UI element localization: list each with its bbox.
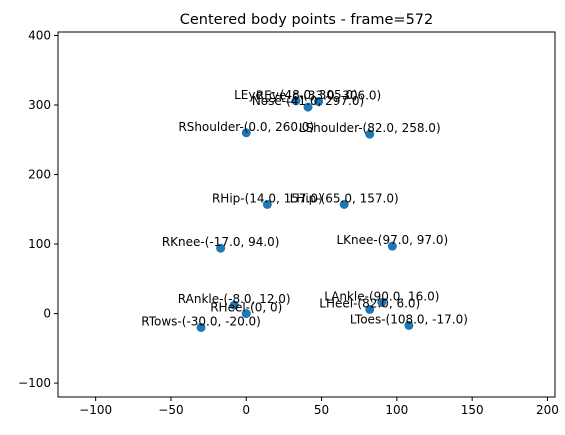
point-annotation: LKnee-(97.0, 97.0) bbox=[337, 233, 449, 247]
point-annotation: RHeel-(0, 0) bbox=[210, 301, 282, 315]
y-tick-label: −100 bbox=[18, 376, 51, 390]
point-annotation: LHip-(65.0, 157.0) bbox=[290, 191, 399, 205]
y-tick-label: 200 bbox=[28, 168, 51, 182]
y-tick-label: 0 bbox=[43, 307, 51, 321]
plot-frame bbox=[57, 31, 556, 398]
point-annotation: RAnkle-(-8.0, 12.0) bbox=[178, 292, 291, 306]
y-tick-label: 100 bbox=[28, 237, 51, 251]
plot-area: LEye_c-(48.0, 305.0)REye_c-(33.0, 306.0)… bbox=[141, 88, 468, 332]
data-point bbox=[387, 241, 397, 251]
data-point bbox=[216, 243, 226, 253]
x-tick-label: −50 bbox=[158, 403, 183, 417]
point-annotation: Nose-(41.0, 297.0) bbox=[252, 94, 364, 108]
point-annotation: LShoulder-(82.0, 258.0) bbox=[299, 121, 441, 135]
data-point bbox=[339, 199, 349, 209]
x-tick-label: 0 bbox=[242, 403, 250, 417]
point-annotation: LHeel-(82.0, 6.0) bbox=[319, 296, 420, 310]
x-tick-label: −100 bbox=[79, 403, 112, 417]
data-point bbox=[365, 129, 375, 139]
point-annotation: RKnee-(-17.0, 94.0) bbox=[162, 235, 280, 249]
data-point bbox=[365, 304, 375, 314]
point-annotation: REye_c-(33.0, 306.0) bbox=[256, 89, 381, 103]
point-annotation: RShoulder-(0.0, 260.0) bbox=[178, 120, 314, 134]
y-tick-label: 400 bbox=[28, 28, 51, 42]
data-point bbox=[229, 300, 239, 310]
data-point bbox=[314, 97, 324, 107]
data-point bbox=[241, 128, 251, 138]
x-tick-label: 100 bbox=[385, 403, 408, 417]
data-point bbox=[303, 102, 313, 112]
point-annotation: LEye_c-(48.0, 305.0) bbox=[234, 88, 358, 102]
data-point bbox=[291, 96, 301, 106]
data-point bbox=[377, 297, 387, 307]
x-tick-label: 50 bbox=[314, 403, 329, 417]
point-annotation: RTows-(-30.0, -20.0) bbox=[141, 314, 261, 328]
point-annotation: RHip-(14.0, 157.0) bbox=[212, 191, 323, 205]
chart-title: Centered body points - frame=572 bbox=[180, 12, 434, 28]
point-annotation: LToes-(108.0, -17.0) bbox=[350, 312, 468, 326]
data-point bbox=[241, 309, 251, 319]
data-point bbox=[262, 199, 272, 209]
point-annotation: LAnkle-(90.0, 16.0) bbox=[324, 289, 439, 303]
data-point bbox=[196, 322, 206, 332]
x-tick-label: 200 bbox=[536, 403, 559, 417]
data-point bbox=[404, 320, 414, 330]
x-tick-label: 150 bbox=[461, 403, 484, 417]
y-tick-label: 300 bbox=[28, 98, 51, 112]
